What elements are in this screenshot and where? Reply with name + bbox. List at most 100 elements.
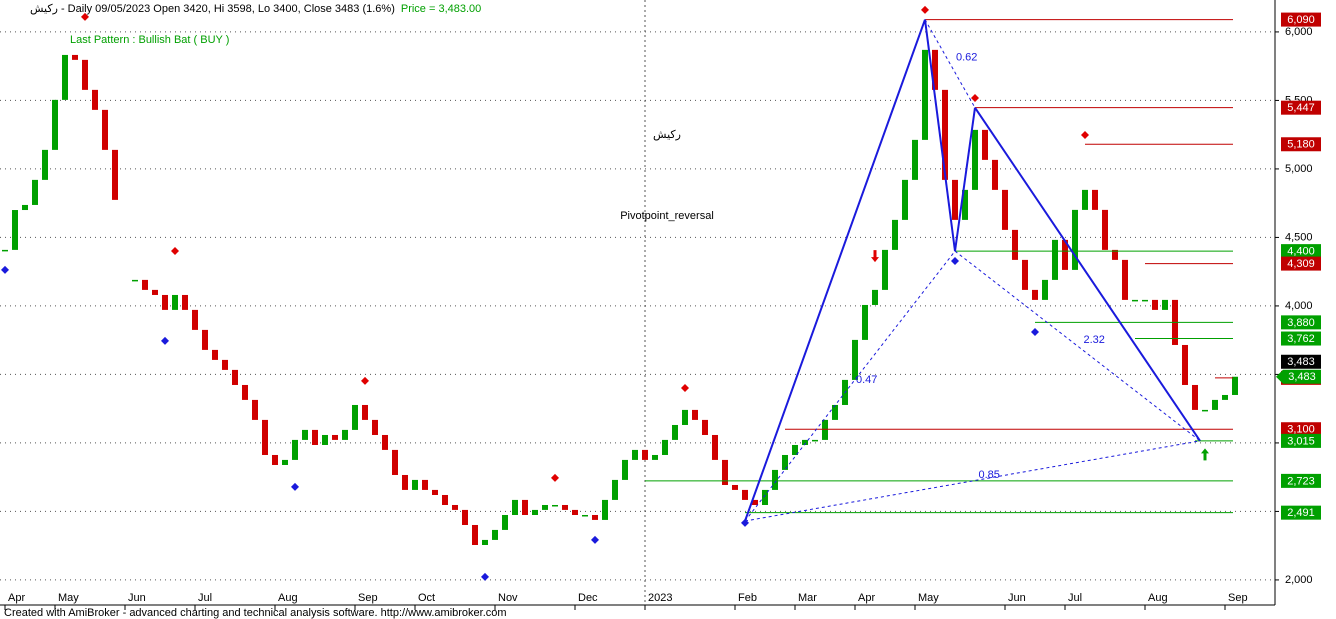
- x-tick-label: 2023: [648, 592, 672, 604]
- candle-body: [372, 419, 378, 435]
- candle-body: [932, 49, 938, 90]
- candle-body: [692, 409, 698, 420]
- pivot-low: [1031, 327, 1039, 336]
- x-tick-label: Sep: [1228, 592, 1248, 604]
- candle-body: [1132, 299, 1138, 302]
- level-label: 4,400: [1287, 246, 1315, 258]
- candle-body: [202, 329, 208, 350]
- pattern-ratio: 2.32: [1084, 334, 1105, 346]
- candle-body: [242, 384, 248, 400]
- level-box: [1281, 100, 1321, 115]
- level-label: 3,880: [1287, 317, 1315, 329]
- candle-body: [1192, 384, 1198, 410]
- footer: Created with AmiBroker - advanced charti…: [4, 607, 507, 619]
- candle-body: [382, 434, 388, 450]
- candle-body: [32, 179, 38, 205]
- pattern-ratio: 0.47: [856, 374, 877, 386]
- candle-body: [252, 399, 258, 420]
- candle-body: [622, 459, 628, 480]
- pattern-ratio-line: [924, 19, 976, 108]
- candle-body: [352, 404, 358, 430]
- pattern-ratio: 0.62: [956, 52, 977, 64]
- y-tick-label: 2,000: [1285, 574, 1313, 586]
- x-tick-label: Mar: [798, 592, 817, 604]
- candle-body: [1042, 279, 1048, 300]
- candle-body: [392, 449, 398, 475]
- candle-body: [502, 514, 508, 530]
- candle-body: [632, 449, 638, 460]
- pivot-high: [1081, 130, 1089, 139]
- candle-body: [582, 514, 588, 517]
- candle-body: [422, 479, 428, 490]
- pivot-low: [741, 518, 749, 527]
- candle-body: [1212, 399, 1218, 410]
- candle-body: [452, 504, 458, 510]
- pattern-title: Last Pattern : Bullish Bat ( BUY ): [70, 34, 229, 46]
- y-tick-label: 4,000: [1285, 300, 1313, 312]
- candle-body: [592, 514, 598, 520]
- x-tick-label: Aug: [278, 592, 298, 604]
- candle-body: [952, 179, 958, 220]
- candle-body: [132, 279, 138, 282]
- candle-body: [342, 429, 348, 440]
- candle-body: [872, 289, 878, 305]
- x-tick-label: Sep: [358, 592, 378, 604]
- candle-body: [362, 404, 368, 420]
- level-box: [1281, 137, 1321, 152]
- candle-body: [972, 129, 978, 190]
- candle-body: [82, 59, 88, 90]
- candle-body: [292, 439, 298, 460]
- candle-body: [472, 524, 478, 545]
- candle-body: [722, 459, 728, 485]
- candle-body: [1022, 259, 1028, 290]
- candle-body: [812, 439, 818, 442]
- candle-body: [892, 219, 898, 250]
- pivot-high: [921, 5, 929, 14]
- pivot-low: [481, 572, 489, 581]
- candle-body: [102, 109, 108, 150]
- candle-body: [412, 479, 418, 490]
- pivot-low: [1, 265, 9, 274]
- level-label: 2,723: [1287, 475, 1315, 487]
- candle-body: [832, 404, 838, 420]
- candle-body: [942, 89, 948, 180]
- candle-body: [62, 54, 68, 100]
- candle-body: [762, 489, 768, 505]
- candle-body: [212, 349, 218, 360]
- candle-body: [272, 454, 278, 465]
- x-tick-label: Jun: [1008, 592, 1026, 604]
- candle-body: [1032, 289, 1038, 300]
- candle-body: [882, 249, 888, 290]
- pattern-leg: [954, 107, 976, 252]
- candle-body: [142, 279, 148, 290]
- pivot-high: [971, 93, 979, 102]
- candle-body: [1012, 229, 1018, 260]
- candle-body: [852, 339, 858, 380]
- candle-body: [902, 179, 908, 220]
- candle-body: [782, 454, 788, 470]
- candle-body: [522, 499, 528, 515]
- candle-body: [552, 504, 558, 507]
- pivot-high: [361, 376, 369, 385]
- x-tick-label: Oct: [418, 592, 435, 604]
- candle-body: [1182, 344, 1188, 385]
- x-tick-label: Aug: [1148, 592, 1168, 604]
- pattern-leg: [924, 19, 956, 252]
- y-tick-label: 4,500: [1285, 231, 1313, 243]
- level-box: [1281, 433, 1321, 448]
- candle-body: [672, 424, 678, 440]
- candle-body: [282, 459, 288, 465]
- level-label: 4,309: [1287, 258, 1315, 270]
- candle-body: [112, 149, 118, 200]
- candle-body: [482, 539, 488, 545]
- candle-body: [992, 159, 998, 190]
- candle-body: [1062, 239, 1068, 270]
- level-label: 3,015: [1287, 435, 1315, 447]
- pivot-high: [551, 473, 559, 482]
- candle-body: [232, 369, 238, 385]
- x-tick-label: May: [918, 592, 939, 604]
- buy-arrow: [1201, 448, 1209, 461]
- x-tick-label: Jun: [128, 592, 146, 604]
- x-tick-label: Jul: [198, 592, 212, 604]
